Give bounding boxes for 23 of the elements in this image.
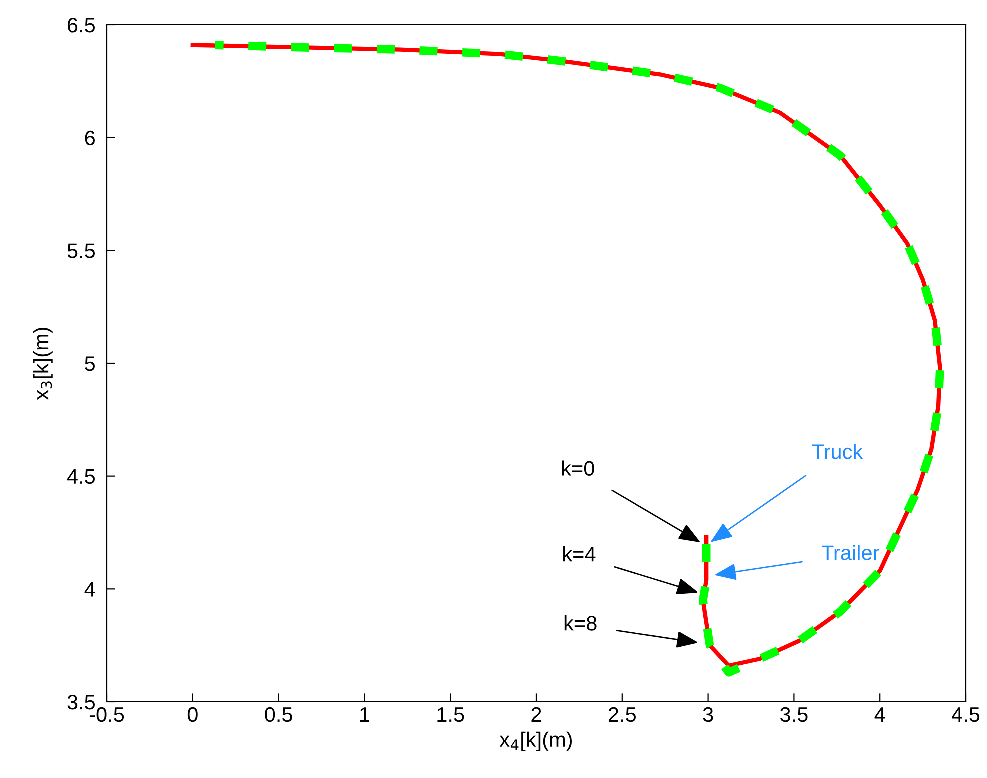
x-tick-label: 1 — [360, 708, 370, 722]
y-tick-label: 4.5 — [67, 470, 96, 484]
annotation: k=8 — [564, 616, 597, 631]
y-tick-label: 5.5 — [68, 244, 96, 258]
x-tick-label: 4 — [874, 708, 886, 722]
x-tick-label: 4.5 — [952, 708, 980, 722]
y-tick-label: 6 — [85, 130, 95, 146]
x-tick-label: 2 — [532, 707, 542, 722]
y-tick-label: 5 — [85, 356, 96, 372]
annotation: k=0 — [562, 460, 594, 476]
annotation: Trailer — [822, 545, 880, 560]
x-axis-title: x$_{4}$[k](m) — [500, 732, 572, 752]
annotation: k=4 — [564, 546, 596, 562]
x-tick-label: 3 — [703, 707, 714, 722]
x-tick-label: 0.5 — [265, 707, 292, 722]
y-axis-title: x$_{3}$[k](m) — [33, 328, 53, 400]
annotation: Truck — [812, 444, 864, 460]
x-tick-label: 3.5 — [780, 707, 808, 722]
x-tick-label: 2.5 — [608, 707, 636, 722]
x-tick-label: 1.5 — [438, 708, 464, 722]
y-tick-label: 6.5 — [68, 18, 96, 33]
y-tick-label: 4 — [84, 582, 96, 597]
x-tick-label: 0 — [188, 707, 198, 722]
